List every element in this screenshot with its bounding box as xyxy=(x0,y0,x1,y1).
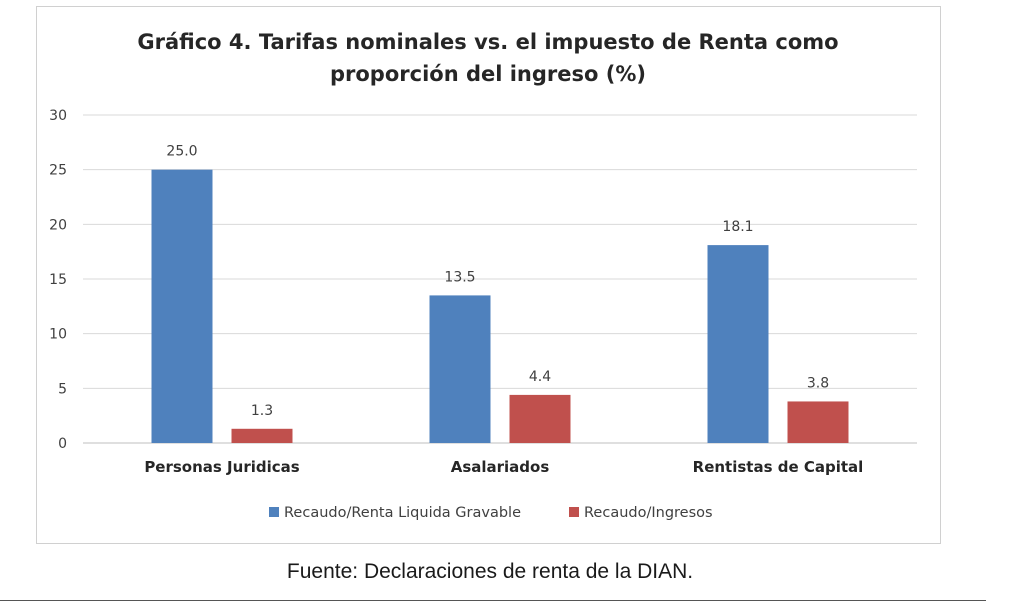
y-axis-ticks: 0 5 10 15 20 25 30 xyxy=(49,108,67,452)
chart-title-line-2: proporción del ingreso (%) xyxy=(330,62,646,86)
y-tick-label-30: 30 xyxy=(49,108,67,124)
chart-svg: Gráfico 4. Tarifas nominales vs. el impu… xyxy=(49,30,917,521)
legend-label-1: Recaudo/Renta Liquida Gravable xyxy=(284,505,521,521)
y-tick-label-20: 20 xyxy=(49,217,67,233)
bar-2-3 xyxy=(787,401,849,443)
data-label-2-2: 4.4 xyxy=(529,369,551,385)
category-label-3: Rentistas de Capital xyxy=(693,458,864,476)
y-tick-label-25: 25 xyxy=(49,163,67,179)
bar-2-1 xyxy=(231,428,293,443)
bar-1-1 xyxy=(151,169,213,443)
legend-label-2: Recaudo/Ingresos xyxy=(584,505,713,521)
category-labels: Personas Juridicas Asalariados Rentistas d… xyxy=(144,458,863,476)
chart-title-line-1: Gráfico 4. Tarifas nominales vs. el impu… xyxy=(137,30,838,54)
data-labels: 25.0 1.3 13.5 4.4 18.1 3.8 xyxy=(166,144,829,419)
data-label-2-3: 3.8 xyxy=(807,375,829,391)
data-label-1-2: 13.5 xyxy=(444,269,475,285)
bottom-divider xyxy=(0,600,986,601)
y-tick-label-15: 15 xyxy=(49,272,67,288)
legend-swatch-1 xyxy=(269,507,279,517)
category-label-2: Asalariados xyxy=(451,458,550,476)
data-label-1-1: 25.0 xyxy=(166,144,197,160)
bars xyxy=(151,169,849,443)
legend: Recaudo/Renta Liquida Gravable Recaudo/In… xyxy=(269,505,713,521)
y-tick-label-10: 10 xyxy=(49,327,67,343)
legend-swatch-2 xyxy=(569,507,579,517)
bar-1-3 xyxy=(707,245,769,443)
source-note: Fuente: Declaraciones de renta de la DIA… xyxy=(286,560,694,583)
bar-1-2 xyxy=(429,295,491,443)
bar-2-2 xyxy=(509,394,571,443)
gridlines xyxy=(83,114,917,444)
data-label-1-3: 18.1 xyxy=(722,219,753,235)
y-tick-label-0: 0 xyxy=(58,436,67,452)
chart-frame: Gráfico 4. Tarifas nominales vs. el impu… xyxy=(36,6,941,544)
data-label-2-1: 1.3 xyxy=(251,403,273,419)
y-tick-label-5: 5 xyxy=(58,381,67,397)
category-label-1: Personas Juridicas xyxy=(144,458,299,476)
